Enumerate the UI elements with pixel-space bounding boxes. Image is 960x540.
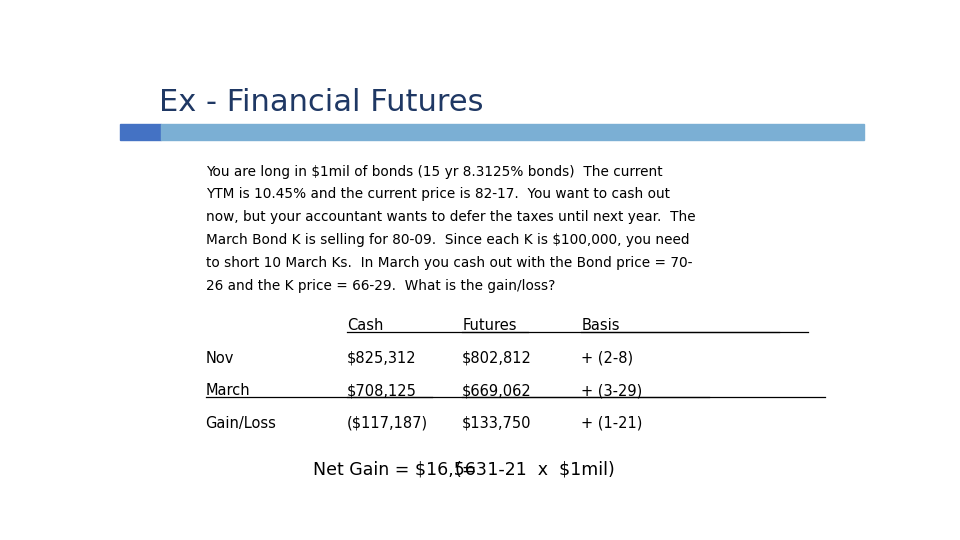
Text: ($117,187): ($117,187) (347, 416, 428, 431)
Text: $825,312: $825,312 (347, 351, 417, 366)
Text: + (2-8): + (2-8) (581, 351, 634, 366)
Bar (161, 124, 864, 140)
Text: Gain/Loss: Gain/Loss (205, 416, 276, 431)
Text: March: March (205, 383, 251, 399)
Text: to short 10 March Ks.  In March you cash out with the Bond price = 70-: to short 10 March Ks. In March you cash … (205, 256, 692, 270)
Text: $669,062: $669,062 (463, 383, 532, 399)
Text: YTM is 10.45% and the current price is 82-17.  You want to cash out: YTM is 10.45% and the current price is 8… (205, 187, 669, 201)
Text: + (3-29): + (3-29) (581, 383, 642, 399)
Text: Net Gain = $16,563: Net Gain = $16,563 (313, 461, 488, 478)
Text: March Bond K is selling for 80-09.  Since each K is $100,000, you need: March Bond K is selling for 80-09. Since… (205, 233, 689, 247)
Text: Ex - Financial Futures: Ex - Financial Futures (158, 87, 483, 117)
Text: Cash: Cash (347, 319, 383, 333)
Text: Basis: Basis (581, 319, 620, 333)
Text: Futures: Futures (463, 319, 516, 333)
Text: Nov: Nov (205, 351, 234, 366)
Text: now, but your accountant wants to defer the taxes until next year.  The: now, but your accountant wants to defer … (205, 210, 695, 224)
Text: 26 and the K price = 66-29.  What is the gain/loss?: 26 and the K price = 66-29. What is the … (205, 279, 555, 293)
Text: + (1-21): + (1-21) (581, 416, 642, 431)
Text: You are long in $1mil of bonds (15 yr 8.3125% bonds)  The current: You are long in $1mil of bonds (15 yr 8.… (205, 165, 662, 179)
Bar (120, 124, 161, 140)
Text: $802,812: $802,812 (463, 351, 532, 366)
Text: $133,750: $133,750 (463, 416, 532, 431)
Text: $708,125: $708,125 (347, 383, 417, 399)
Text: (=  1-21  x  $1mil): (= 1-21 x $1mil) (455, 461, 614, 478)
